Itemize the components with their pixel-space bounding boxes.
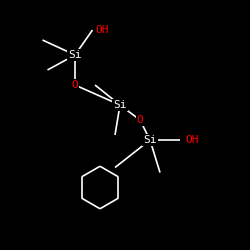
Text: O: O: [72, 80, 78, 90]
Text: Si: Si: [143, 135, 157, 145]
Text: O: O: [136, 115, 143, 125]
Text: OH: OH: [185, 135, 198, 145]
Text: OH: OH: [95, 25, 108, 35]
Text: Si: Si: [113, 100, 127, 110]
Text: Si: Si: [68, 50, 82, 60]
